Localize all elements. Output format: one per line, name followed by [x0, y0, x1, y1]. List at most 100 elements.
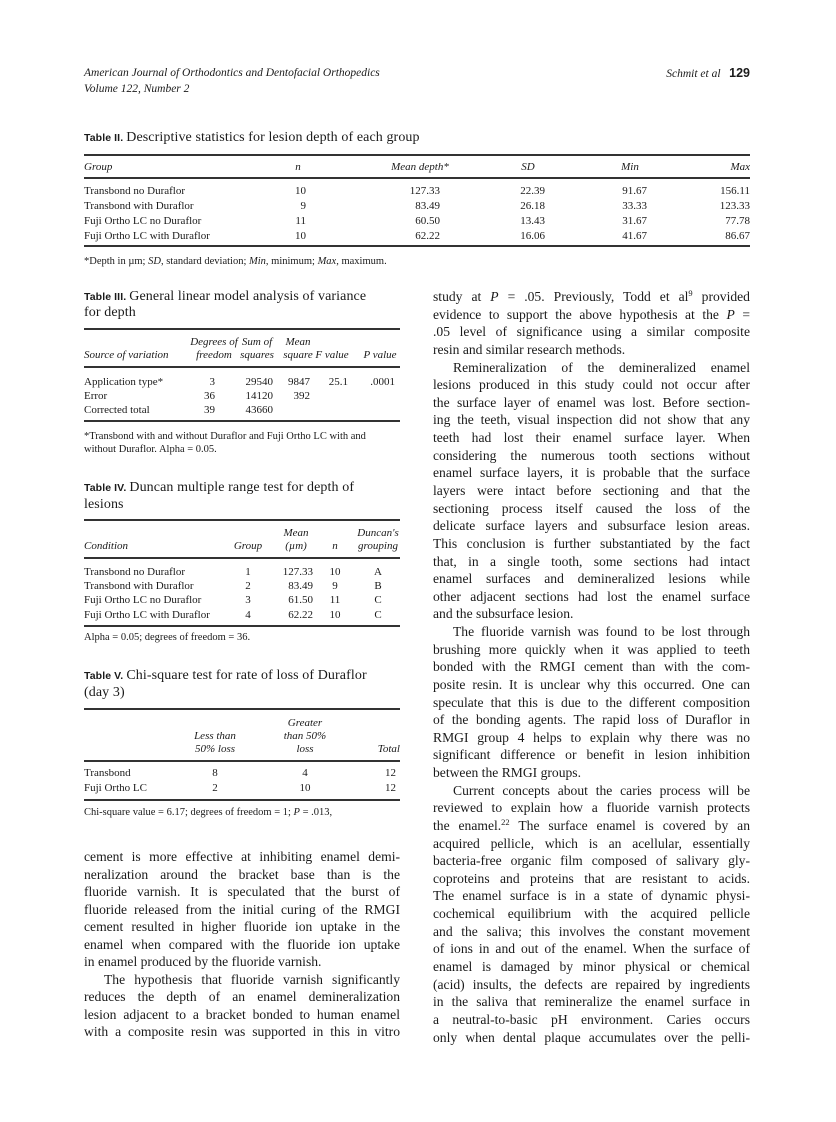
text-line: reviewed to explain how a fluoride varni…: [433, 800, 750, 816]
table-title: Descriptive statistics for lesion depth …: [126, 130, 420, 145]
text-line: cochemical equilibrium with the acquired…: [433, 906, 750, 921]
table-cell: A: [374, 566, 382, 578]
table-cell: 83.49: [288, 580, 313, 592]
text-line: and the subsurface lesion.: [433, 606, 574, 622]
text-line: Remineralization of the demineralized en…: [453, 359, 750, 375]
table-cell: 29540: [245, 376, 274, 388]
table-title: (day 3): [84, 685, 125, 700]
table-cell: 33.33: [622, 200, 647, 212]
row-label: Corrected total: [84, 404, 150, 416]
text-line: that, in a single tooth, some sections h…: [433, 553, 750, 569]
row-label: Transbond with Duraflor: [84, 200, 194, 212]
row-label: Fuji Ortho LC: [84, 782, 147, 794]
column-header: Min: [621, 161, 639, 173]
text-line: fluoride released from the initial curin…: [84, 901, 400, 917]
column-header: Group: [233, 540, 263, 552]
table-label: Table V.: [84, 670, 127, 682]
table-cell: 9847: [288, 376, 310, 388]
table-rule: [84, 177, 750, 179]
text-line: lesions produced in this study could not…: [433, 377, 750, 393]
column-header: Mean depth*: [391, 161, 449, 173]
table-footnote: *Transbond with and without Duraflor and…: [84, 431, 366, 442]
text-line: a neutral-to-basic pH environment. Carie…: [433, 1011, 750, 1027]
table-rule: [84, 519, 400, 521]
table-label: Table IV.: [84, 482, 130, 494]
table-cell: 86.67: [725, 230, 750, 242]
text-line: with a composite resin was supported in …: [84, 1024, 400, 1039]
column-header: Mean (µm): [283, 527, 309, 552]
table-cell: 156.11: [720, 185, 750, 197]
text-line: other adjacent sections had lost the ena…: [433, 588, 750, 604]
table-caption: for depth: [84, 305, 136, 321]
italic-text: SD: [148, 256, 161, 267]
text-line: Current concepts about the caries proces…: [453, 782, 750, 798]
table-cell: 10: [329, 566, 341, 578]
text-line: of the bonding agents. The rapid loss of…: [433, 712, 750, 728]
table-title: Duncan multiple range test for depth of: [129, 480, 355, 495]
text-line: considering the numerous tooth sections …: [433, 447, 750, 463]
text-line: fluoride varnish. It is speculated that …: [84, 884, 400, 899]
table-t2: Table II. Descriptive statistics for les…: [84, 0, 750, 1122]
text-line: The fluoride varnish was found to be los…: [453, 624, 750, 639]
text-line: evidence to support the above hypothesis…: [433, 306, 750, 322]
table-cell: 127.33: [409, 185, 440, 197]
row-label: Error: [84, 390, 108, 402]
table-footnote: Alpha = 0.05; degrees of freedom = 36.: [84, 632, 251, 643]
table-row: Transbond 8 4 12: [84, 767, 400, 781]
table-cell: 41.67: [622, 230, 647, 242]
table-cell: 127.33: [282, 566, 313, 578]
table-cell: 9: [300, 200, 307, 212]
text-line: the enamel.22 The surface enamel is cove…: [433, 816, 750, 833]
column-header: Source of variation: [84, 349, 169, 361]
text-line: reduces the depth of an enamel demineral…: [84, 989, 400, 1004]
table-cell: B: [374, 580, 382, 592]
table-cell: 39: [204, 404, 215, 416]
column-header: n: [295, 161, 301, 173]
text-line: This conclusion is further substantiated…: [433, 535, 750, 551]
table-rule: [84, 154, 750, 156]
text-line: the surface layer of enamel was lost. Be…: [433, 394, 750, 410]
table-title: General linear model analysis of varianc…: [129, 289, 367, 304]
table-cell: 16.06: [520, 230, 545, 242]
column-header: Greater than 50% loss: [283, 717, 327, 755]
table-title: lesions: [84, 497, 124, 512]
text-line: significant difference or benefit in les…: [433, 747, 750, 763]
table-caption: (day 3): [84, 685, 125, 701]
table-title: Chi-square test for rate of loss of Dura…: [126, 668, 367, 683]
text-line: neralization around the bracket base tha…: [84, 866, 400, 882]
table-footnote: without Duraflor. Alpha = 0.05.: [84, 444, 217, 455]
table-row: Error 36 14120 392: [84, 390, 400, 404]
text-line: teeth had lost their enamel surface laye…: [433, 430, 750, 445]
table-cell: 36: [204, 390, 215, 402]
table-cell: 12: [385, 767, 396, 779]
table-cell: 4: [302, 767, 308, 779]
table-cell: 60.50: [415, 215, 440, 227]
column-header: Duncan's grouping: [357, 527, 399, 552]
table-cell: 9: [332, 580, 338, 592]
text-line: RMGI group 4 helps to explain why there …: [433, 729, 750, 745]
table-cell: 83.49: [415, 200, 440, 212]
row-label: Transbond no Duraflor: [84, 566, 186, 578]
table-label: Table II.: [84, 132, 127, 144]
table-cell: 2: [212, 782, 218, 794]
table-cell: 13.43: [520, 215, 545, 227]
text-line: lesion adjacent to a bracket bonded to h…: [84, 1006, 400, 1022]
table-cell: 25.1: [328, 376, 348, 388]
table-rule: [84, 799, 400, 801]
row-label: Transbond with Duraflor: [84, 580, 194, 592]
row-label: Fuji Ortho LC no Duraflor: [84, 215, 202, 227]
table-t4: Table IV. Duncan multiple range test for…: [84, 0, 400, 1122]
table-t3: Table III. General linear model analysis…: [84, 0, 400, 1122]
text-line: ing the teeth, visual inspection did not…: [433, 412, 750, 428]
table-footnote: Chi-square value = 6.17; degrees of free…: [84, 807, 333, 818]
text-line: .05 level of significance using a simila…: [433, 324, 750, 340]
table-cell: 392: [293, 390, 311, 402]
text-line: sectioning process itself caused the los…: [433, 500, 750, 516]
column-header: Sum of squares: [240, 336, 274, 361]
text-line: delicate surface layers and subsurface l…: [433, 518, 750, 534]
column-header: SD: [521, 161, 535, 173]
column-header: P value: [363, 349, 397, 361]
table-cell: 123.33: [719, 200, 750, 212]
table-row: Transbond no Duraflor 10 127.33 22.39 91.67 1…: [84, 185, 750, 199]
